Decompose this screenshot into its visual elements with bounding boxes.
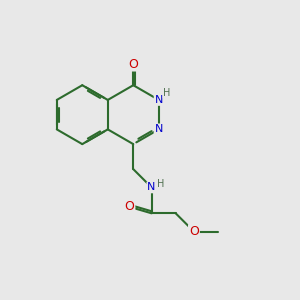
- Text: O: O: [189, 225, 199, 238]
- Text: H: H: [157, 179, 165, 189]
- Text: N: N: [147, 182, 156, 192]
- Text: H: H: [163, 88, 171, 98]
- Text: N: N: [154, 95, 163, 105]
- Text: O: O: [128, 58, 138, 70]
- Text: N: N: [154, 124, 163, 134]
- Text: O: O: [124, 200, 134, 213]
